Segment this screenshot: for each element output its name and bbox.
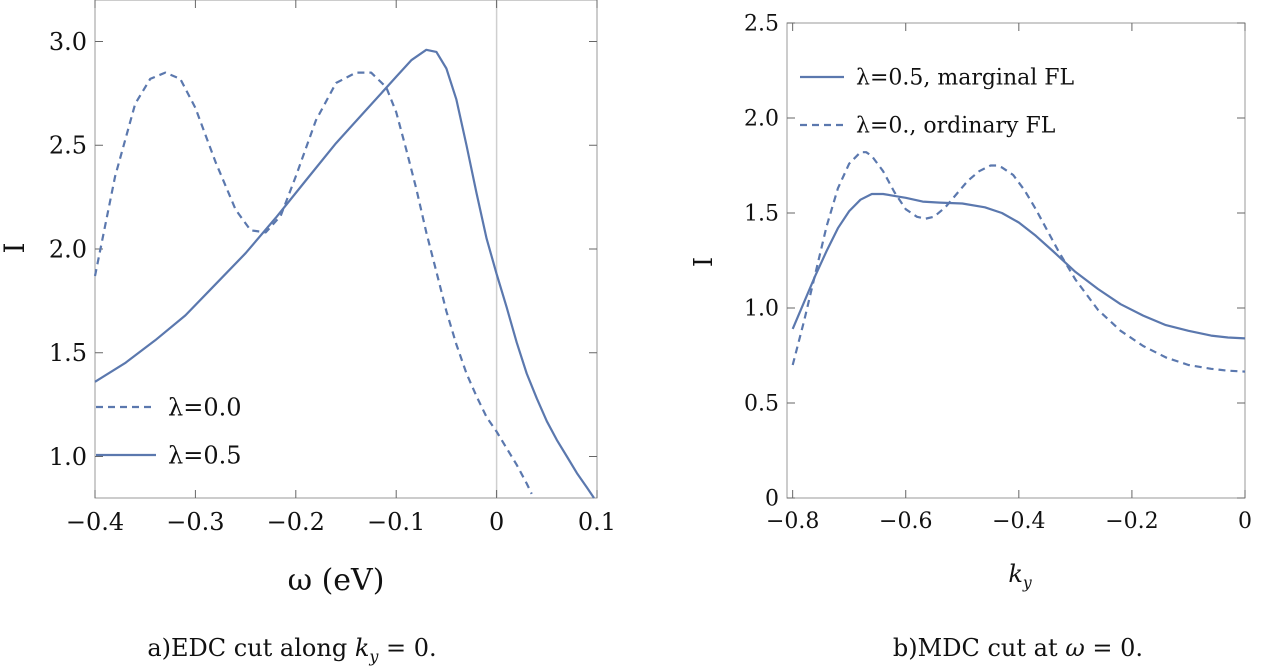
panel-caption: a)EDC cut along ky = 0. — [147, 634, 436, 666]
caption-text-end: = 0. — [378, 634, 436, 662]
x-axis-label: ω (eV) — [288, 563, 385, 598]
x-tick-label: −0.8 — [766, 509, 819, 534]
caption-variable: k — [355, 634, 370, 662]
solid-series-line — [791, 192, 1246, 340]
y-tick-label: 1.5 — [49, 339, 87, 367]
y-tick-label: 1.0 — [49, 443, 87, 471]
x-tick-label: −0.4 — [992, 509, 1045, 534]
caption-variable: ω — [1065, 634, 1085, 662]
caption-subscript: y — [368, 647, 379, 666]
y-axis-label: I — [0, 242, 31, 253]
legend-label: λ=0.5, marginal FL — [856, 66, 1075, 91]
y-tick-label: 2.5 — [49, 132, 87, 160]
caption-text-end: = 0. — [1085, 634, 1143, 662]
y-tick-label: 0 — [765, 487, 779, 512]
y-tick-label: 1.0 — [744, 297, 779, 322]
plot-frame — [94, 0, 598, 499]
legend-label: λ=0.5 — [168, 441, 242, 469]
x-axis-label-subscript: y — [1022, 574, 1032, 592]
dashed-series-line — [791, 151, 1246, 373]
x-tick-label: −0.2 — [267, 508, 325, 536]
caption-text: a)EDC cut along — [147, 634, 354, 662]
x-tick-label: 0 — [489, 508, 504, 536]
x-axis-label-var: k — [1008, 560, 1023, 588]
plot-frame — [786, 22, 1246, 499]
legend-label: λ=0.0 — [168, 393, 242, 421]
y-tick-label: 2.0 — [744, 107, 779, 132]
x-tick-label: −0.4 — [66, 508, 124, 536]
x-tick-label: −0.2 — [1105, 509, 1158, 534]
x-tick-label: −0.1 — [367, 508, 425, 536]
panel-caption: b)MDC cut at ω = 0. — [893, 634, 1143, 662]
dashed-series-line — [93, 71, 533, 495]
y-tick-label: 2.0 — [49, 235, 87, 263]
y-tick-label: 1.5 — [744, 202, 779, 227]
x-tick-label: 0.1 — [578, 508, 616, 536]
caption-text: b)MDC cut at — [893, 634, 1065, 662]
x-tick-label: 0 — [1238, 509, 1252, 534]
y-tick-label: 2.5 — [744, 12, 779, 37]
x-tick-label: −0.3 — [166, 508, 224, 536]
panel-a-edc: −0.4 −0.3 −0.2 −0.1 0 0.1 1.0 1.5 2.0 2.5 3.0 λ=0.0… — [0, 0, 616, 666]
y-tick-label: 3.0 — [49, 28, 87, 56]
solid-series-line — [94, 48, 595, 499]
y-axis-label: I — [689, 257, 719, 267]
legend-label: λ=0., ordinary FL — [856, 114, 1056, 139]
x-tick-label: −0.6 — [879, 509, 932, 534]
y-tick-label: 0.5 — [744, 392, 779, 417]
x-axis-label: ky — [1008, 560, 1032, 592]
panel-b-mdc: −0.8 −0.6 −0.4 −0.2 0 0 0.5 1.0 1.5 2.0 2.5 λ=0.5, … — [689, 12, 1252, 662]
